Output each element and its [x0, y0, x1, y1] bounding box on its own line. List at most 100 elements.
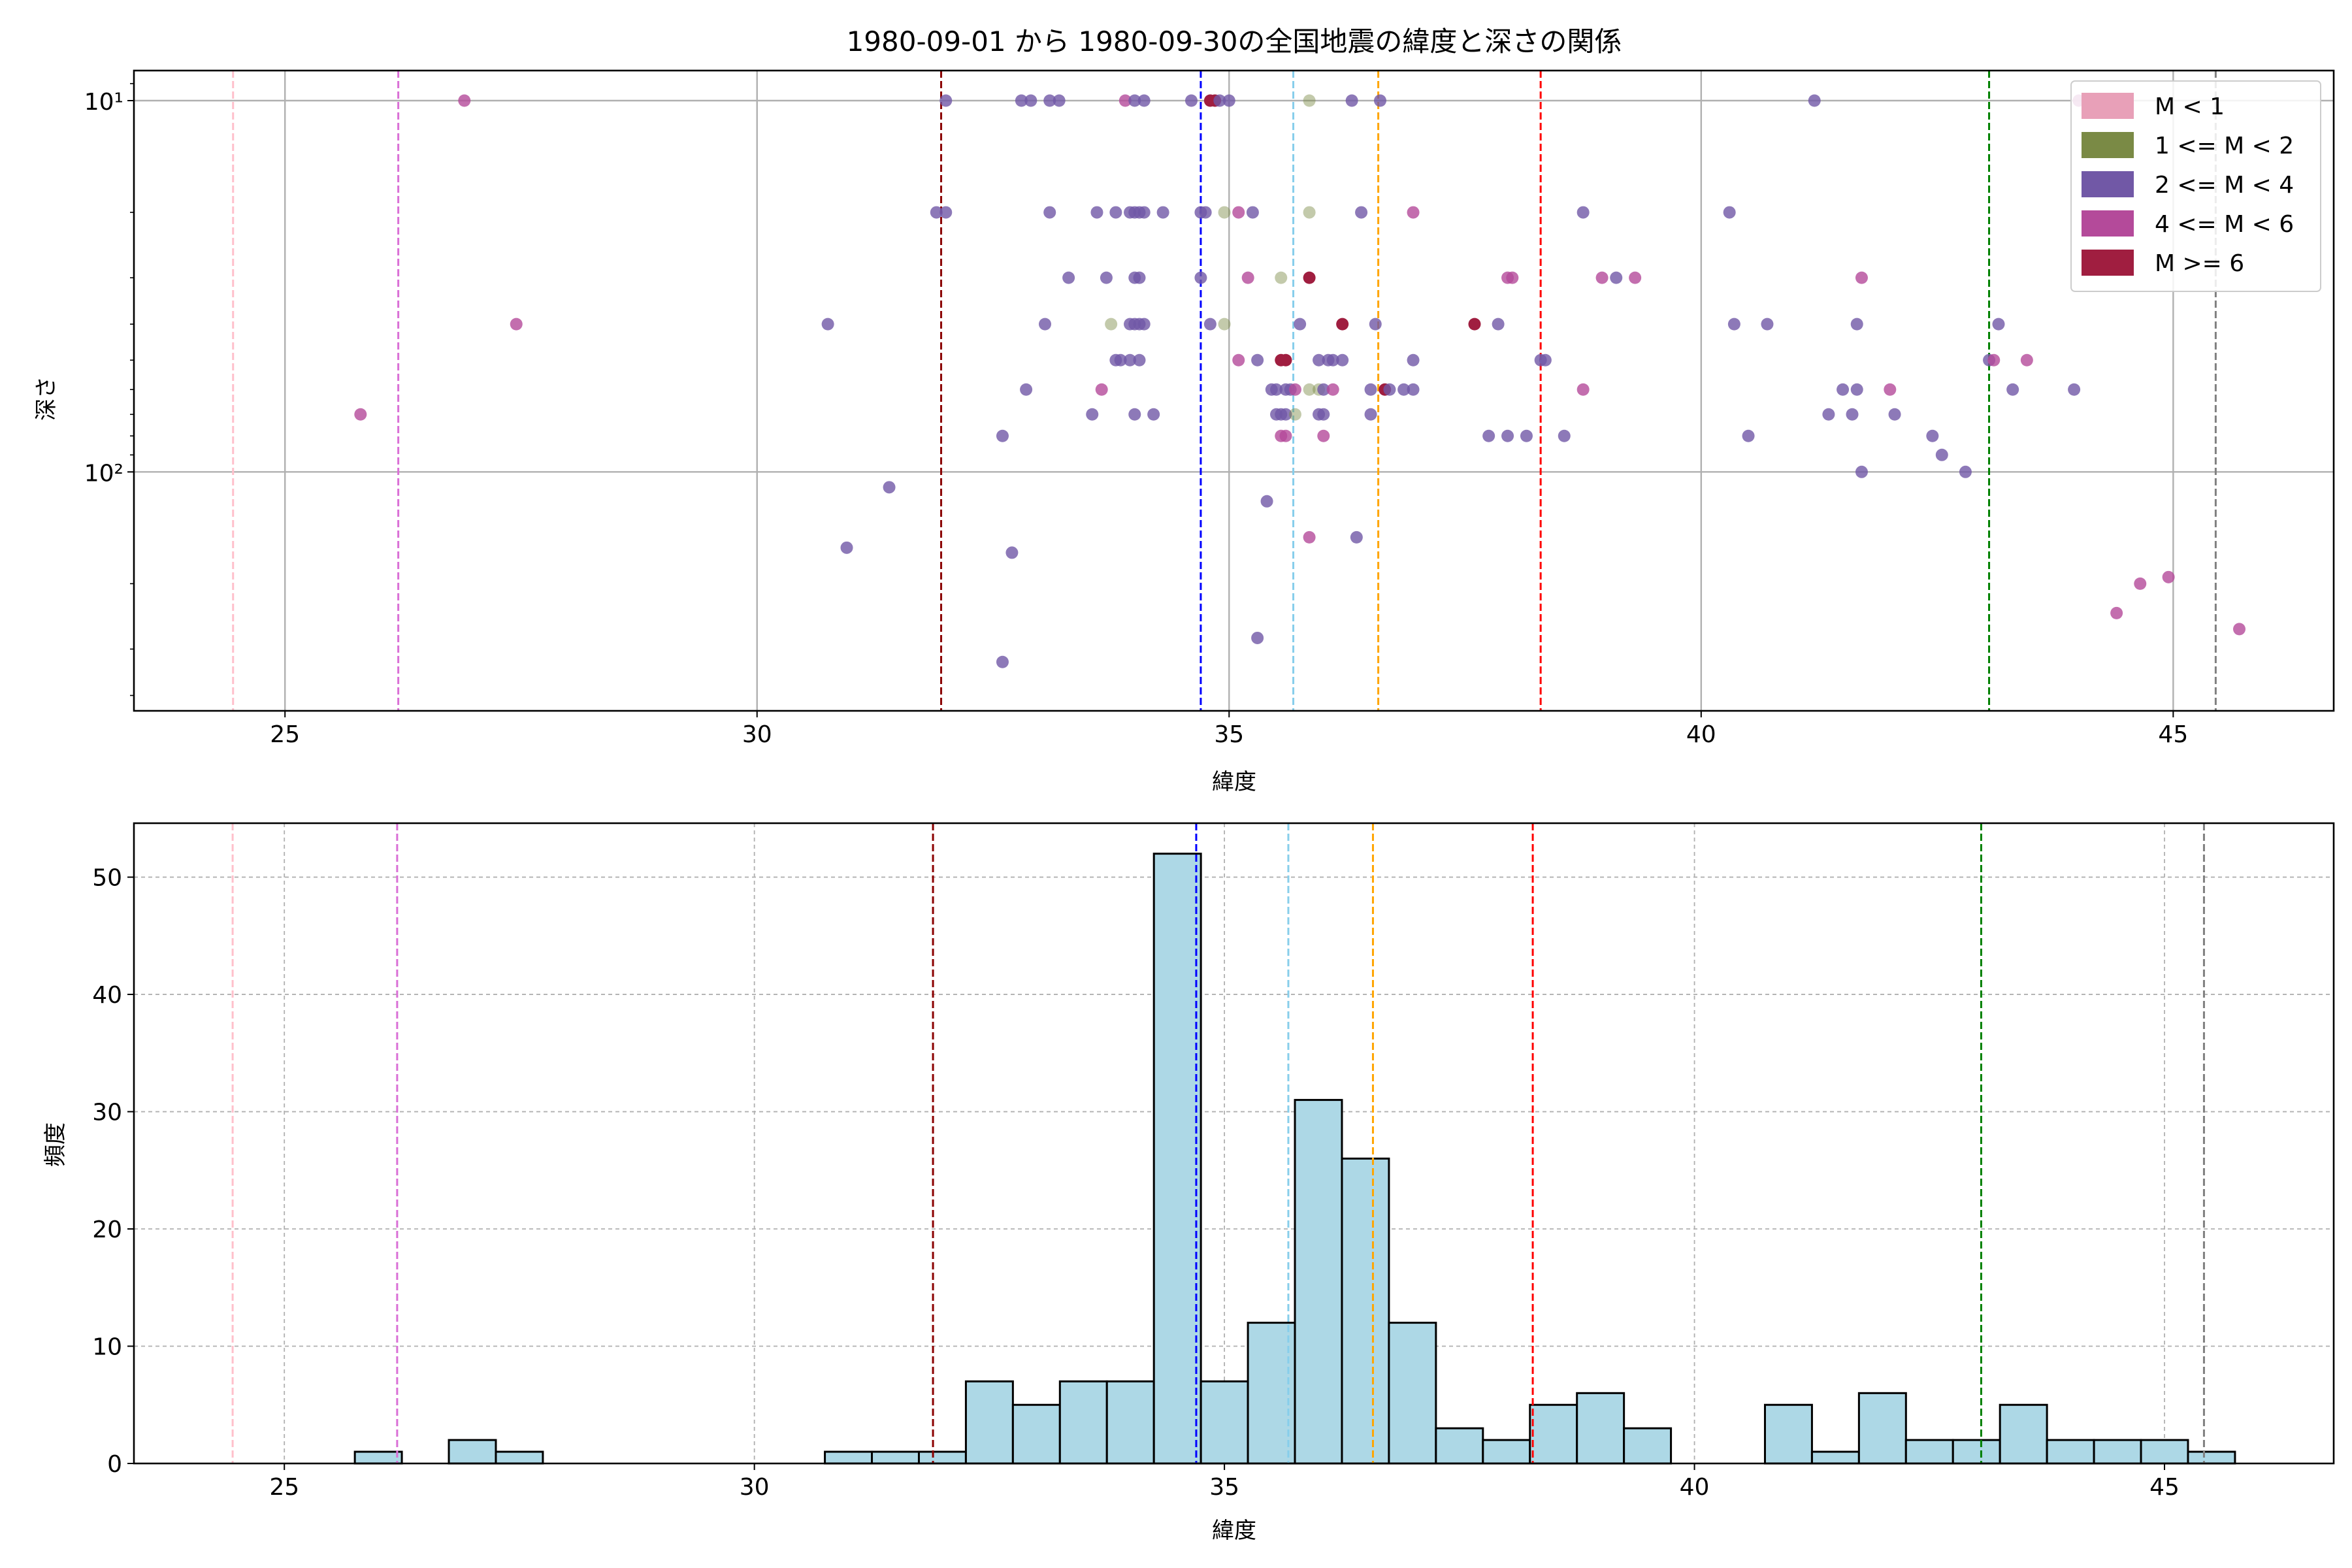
scatter-point — [1610, 271, 1623, 284]
scatter-point — [1090, 206, 1103, 219]
scatter-frame — [133, 69, 2335, 712]
scatter-point — [1595, 271, 1609, 284]
scatter-point — [1241, 271, 1254, 284]
scatter-axes: 25 30 35 40 45 10¹ 10² — [84, 69, 2335, 748]
scatter-point — [1043, 206, 1056, 219]
histogram-bar — [1952, 1439, 2001, 1465]
scatter-point — [1837, 383, 1850, 396]
scatter-point — [1279, 408, 1292, 421]
histogram-bar — [1247, 1322, 1296, 1465]
scatter-point — [1303, 383, 1316, 396]
scatter-point — [1137, 206, 1151, 219]
chart-title: 1980-09-01 から 1980-09-30の全国地震の緯度と深さの関係 — [847, 25, 1622, 57]
histogram-x-tick-label: 25 — [269, 1474, 299, 1501]
scatter-y-axis-label: 深さ — [33, 376, 59, 421]
scatter-point — [1313, 353, 1326, 367]
scatter-point — [1100, 271, 1113, 284]
scatter-point — [2162, 570, 2175, 583]
scatter-point — [2134, 577, 2147, 590]
scatter-point — [1846, 408, 1859, 421]
scatter-point — [939, 206, 953, 219]
scatter-point — [2232, 623, 2246, 636]
scatter-x-axis-label: 緯度 — [1212, 769, 1256, 795]
scatter-point — [1133, 271, 1146, 284]
scatter-point — [1270, 383, 1283, 396]
scatter-point — [1407, 383, 1420, 396]
scatter-point — [1303, 531, 1316, 544]
scatter-point — [354, 408, 367, 421]
scatter-point — [1326, 353, 1339, 367]
histogram-bar — [1763, 1403, 1813, 1465]
scatter-point — [1232, 206, 1245, 219]
scatter-point — [1303, 206, 1316, 219]
scatter-point — [1850, 383, 1863, 396]
histogram-bar — [917, 1450, 967, 1465]
scatter-y-tick-label: 10² — [84, 460, 123, 487]
scatter-point — [1742, 429, 1755, 442]
histogram-bar — [1810, 1450, 1860, 1465]
scatter-point — [1850, 318, 1863, 331]
scatter-point — [1246, 206, 1259, 219]
scatter-point — [1062, 271, 1075, 284]
scatter-point — [883, 481, 896, 494]
scatter-point — [930, 206, 943, 219]
histogram-bar — [1904, 1439, 1954, 1465]
scatter-point — [1203, 318, 1217, 331]
scatter-point — [1407, 206, 1420, 219]
scatter-point — [1133, 353, 1146, 367]
scatter-point — [1317, 429, 1330, 442]
scatter-point — [1373, 94, 1386, 107]
scatter-point — [1015, 94, 1028, 107]
scatter-point — [2110, 606, 2123, 619]
scatter-point — [1761, 318, 1774, 331]
scatter-x-tick-label: 45 — [2158, 721, 2188, 748]
scatter-point — [1317, 383, 1330, 396]
scatter-point — [1043, 94, 1056, 107]
scatter-point — [1355, 206, 1368, 219]
scatter-point — [1364, 383, 1377, 396]
scatter-point — [1251, 631, 1264, 644]
scatter-point — [1501, 429, 1514, 442]
scatter-point — [1038, 318, 1051, 331]
histogram-bar — [824, 1450, 874, 1465]
histogram-y-tick-label: 50 — [92, 865, 122, 892]
histogram-x-tick-label: 30 — [740, 1474, 770, 1501]
histogram-bar — [1999, 1403, 2048, 1465]
scatter-point — [996, 655, 1009, 668]
histogram-bar — [2093, 1439, 2142, 1465]
scatter-point — [1336, 318, 1349, 331]
scatter-x-tick-label: 30 — [742, 721, 772, 748]
scatter-point — [1194, 271, 1207, 284]
scatter-point — [1727, 318, 1740, 331]
scatter-point — [1935, 448, 1948, 461]
histogram-y-tick-label: 0 — [107, 1451, 122, 1478]
scatter-point — [1723, 206, 1736, 219]
histogram-y-tick-label: 20 — [92, 1217, 122, 1243]
legend-entry-label: 1 <= M < 2 — [2155, 133, 2294, 159]
legend-entry-label: M < 1 — [2155, 93, 2225, 120]
scatter-point — [1232, 353, 1245, 367]
scatter-point — [2020, 353, 2033, 367]
legend: M < 1 1 <= M < 2 2 <= M < 4 4 <= M < 6 M >= … — [2070, 80, 2321, 292]
scatter-point — [1345, 94, 1358, 107]
scatter-point — [1992, 318, 2005, 331]
scatter-point — [510, 318, 523, 331]
scatter-point — [1251, 353, 1264, 367]
scatter-point — [821, 318, 834, 331]
histogram-y-axis-label: 頻度 — [42, 1122, 69, 1167]
scatter-point — [1383, 383, 1396, 396]
legend-entry-label: 4 <= M < 6 — [2155, 211, 2294, 238]
scatter-point — [1184, 94, 1198, 107]
scatter-point — [1279, 429, 1292, 442]
scatter-point — [1317, 408, 1330, 421]
scatter-point — [1822, 408, 1835, 421]
histogram-bar — [1435, 1427, 1484, 1465]
scatter-point — [1303, 271, 1316, 284]
scatter-point — [1350, 531, 1363, 544]
histogram-bar — [1388, 1322, 1437, 1465]
scatter-point — [1213, 94, 1226, 107]
scatter-point — [1095, 383, 1108, 396]
histogram-x-tick-label: 35 — [1209, 1474, 1239, 1501]
scatter-point — [1279, 353, 1292, 367]
